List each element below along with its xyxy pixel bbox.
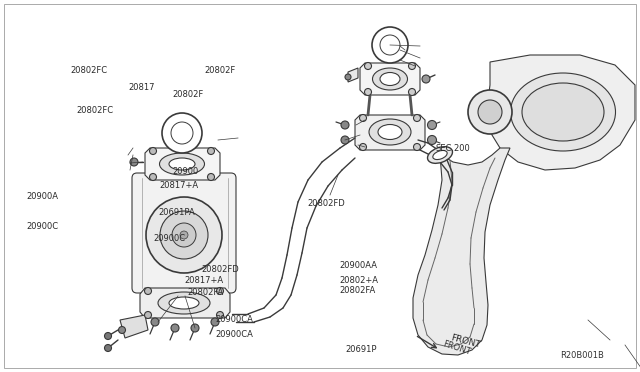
Ellipse shape <box>380 73 400 86</box>
Text: FRONT: FRONT <box>442 339 472 357</box>
Text: 20900A: 20900A <box>27 192 59 201</box>
Ellipse shape <box>372 68 408 90</box>
Circle shape <box>408 89 415 96</box>
Polygon shape <box>488 55 635 170</box>
Text: 20900C: 20900C <box>154 234 186 243</box>
Text: 20900CA: 20900CA <box>215 315 253 324</box>
Circle shape <box>428 121 436 129</box>
Circle shape <box>345 74 351 80</box>
Circle shape <box>172 223 196 247</box>
Text: 20900AA: 20900AA <box>339 262 377 270</box>
Circle shape <box>104 344 111 352</box>
Circle shape <box>216 288 223 295</box>
Circle shape <box>341 136 349 144</box>
Circle shape <box>422 75 430 83</box>
Text: 20817+A: 20817+A <box>159 181 198 190</box>
Circle shape <box>211 318 219 326</box>
Ellipse shape <box>159 153 205 175</box>
Circle shape <box>130 158 138 166</box>
Text: 20802FD: 20802FD <box>307 199 345 208</box>
Text: 20802FC: 20802FC <box>70 66 108 75</box>
Circle shape <box>146 197 222 273</box>
Text: 20900C: 20900C <box>27 222 59 231</box>
Circle shape <box>151 318 159 326</box>
Polygon shape <box>360 63 420 95</box>
Circle shape <box>150 148 157 154</box>
Polygon shape <box>413 148 510 355</box>
Text: 20802FC: 20802FC <box>77 106 114 115</box>
Polygon shape <box>348 68 358 82</box>
Circle shape <box>216 311 223 318</box>
Text: 20900: 20900 <box>172 167 198 176</box>
Ellipse shape <box>428 147 452 163</box>
Text: R20B001B: R20B001B <box>560 352 604 360</box>
Text: 20691P: 20691P <box>346 345 377 354</box>
Circle shape <box>180 231 188 239</box>
Circle shape <box>413 115 420 122</box>
Text: 20691PA: 20691PA <box>159 208 195 217</box>
Circle shape <box>360 144 367 151</box>
Circle shape <box>171 324 179 332</box>
Circle shape <box>162 113 202 153</box>
Circle shape <box>468 90 512 134</box>
Circle shape <box>207 173 214 180</box>
Text: 20802FD: 20802FD <box>201 265 239 274</box>
Text: 20802F: 20802F <box>172 90 204 99</box>
Circle shape <box>341 121 349 129</box>
Ellipse shape <box>169 158 195 170</box>
Circle shape <box>171 122 193 144</box>
Ellipse shape <box>378 125 402 140</box>
Ellipse shape <box>369 119 411 145</box>
Circle shape <box>408 62 415 70</box>
Circle shape <box>104 333 111 340</box>
Ellipse shape <box>511 73 616 151</box>
Circle shape <box>207 148 214 154</box>
Ellipse shape <box>169 297 199 309</box>
Ellipse shape <box>522 83 604 141</box>
Circle shape <box>428 135 436 144</box>
Circle shape <box>372 27 408 63</box>
Text: 20802F: 20802F <box>205 66 236 75</box>
FancyBboxPatch shape <box>132 173 236 293</box>
Text: 20802FA: 20802FA <box>339 286 376 295</box>
Circle shape <box>160 211 208 259</box>
Text: 20802FA: 20802FA <box>188 288 224 296</box>
Circle shape <box>191 324 199 332</box>
Ellipse shape <box>433 150 447 160</box>
Circle shape <box>380 35 400 55</box>
Circle shape <box>478 100 502 124</box>
Circle shape <box>365 89 371 96</box>
Polygon shape <box>355 115 425 150</box>
Circle shape <box>150 173 157 180</box>
Polygon shape <box>145 148 220 180</box>
Text: 20802+A: 20802+A <box>339 276 378 285</box>
Circle shape <box>118 327 125 334</box>
Circle shape <box>413 144 420 151</box>
Text: 20900CA: 20900CA <box>215 330 253 339</box>
Text: FRONT: FRONT <box>450 334 482 350</box>
Text: 20817+A: 20817+A <box>185 276 224 285</box>
Circle shape <box>145 311 152 318</box>
Circle shape <box>360 115 367 122</box>
Text: SEC.200: SEC.200 <box>435 144 470 153</box>
Polygon shape <box>140 288 230 318</box>
Ellipse shape <box>158 292 210 314</box>
Circle shape <box>145 288 152 295</box>
Text: 20817: 20817 <box>129 83 155 92</box>
Circle shape <box>365 62 371 70</box>
Polygon shape <box>120 315 148 338</box>
